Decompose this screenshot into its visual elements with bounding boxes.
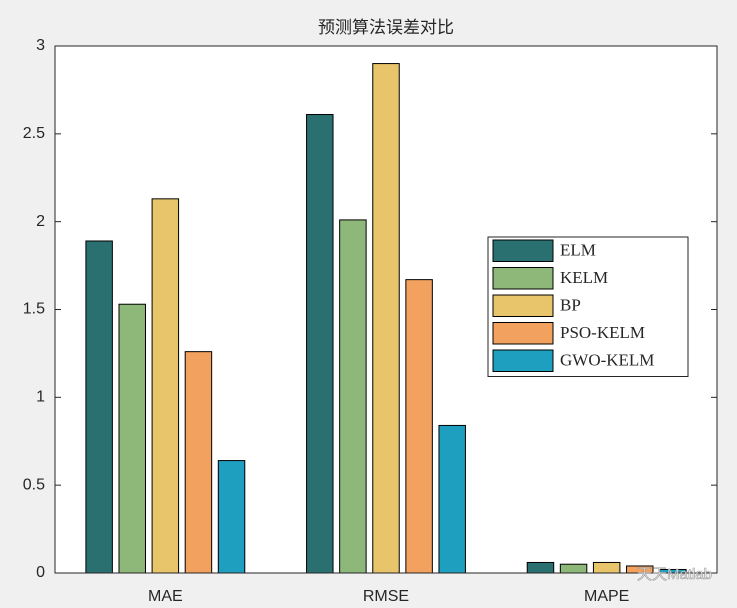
y-tick-label: 2 xyxy=(36,213,45,230)
bar xyxy=(438,424,466,574)
y-tick-label: 1 xyxy=(36,389,45,406)
bar xyxy=(151,198,180,574)
bar xyxy=(184,351,213,574)
bar xyxy=(592,561,621,574)
y-tick-label: 0 xyxy=(36,564,45,581)
legend-label: GWO-KELM xyxy=(560,351,654,370)
legend-swatch xyxy=(492,294,554,317)
y-tick-label: 2.5 xyxy=(23,125,45,142)
legend-swatch xyxy=(492,322,554,345)
y-tick-label: 3 xyxy=(36,37,45,54)
bar xyxy=(526,561,555,574)
legend-swatch xyxy=(492,239,554,262)
legend-swatch xyxy=(492,349,554,372)
legend-label: PSO-KELM xyxy=(560,323,645,342)
y-tick-label: 1.5 xyxy=(23,301,45,318)
legend-label: KELM xyxy=(560,268,608,287)
y-tick-label: 0.5 xyxy=(23,476,45,493)
bar xyxy=(85,240,113,574)
legend-label: ELM xyxy=(560,241,596,260)
bar xyxy=(118,303,146,574)
bar xyxy=(372,63,400,574)
bar xyxy=(559,563,588,574)
x-tick-label: MAE xyxy=(148,588,183,605)
bar xyxy=(306,114,334,574)
watermark: 天天Matlab xyxy=(637,566,712,583)
legend-label: BP xyxy=(560,296,581,315)
chart-title: 预测算法误差对比 xyxy=(318,18,454,37)
axes-box xyxy=(54,45,718,574)
bar xyxy=(339,219,367,574)
legend-swatch xyxy=(492,267,554,290)
x-tick-label: MAPE xyxy=(584,588,629,605)
bar xyxy=(405,279,433,574)
x-tick-label: RMSE xyxy=(363,588,409,605)
bar xyxy=(217,460,246,574)
